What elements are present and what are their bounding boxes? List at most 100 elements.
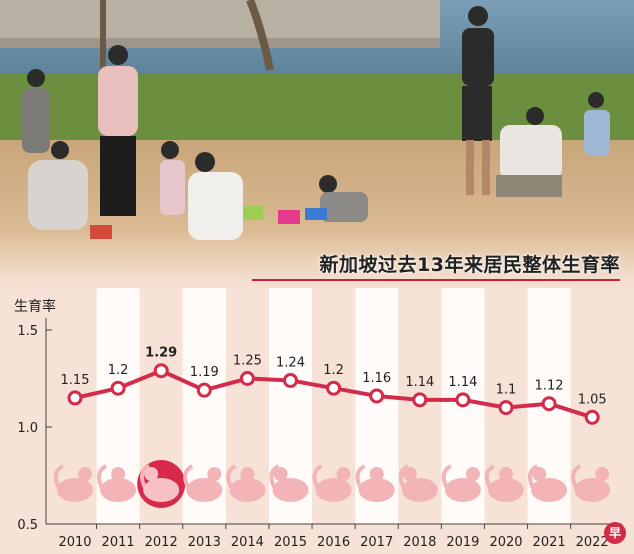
chart-svg: 1.5 1.0 0.5 1.15 1.2 1.29 1.19 1.25 1.24 1.2 1.16 1… (17, 288, 622, 550)
data-label: 1.15 (61, 373, 90, 388)
data-label: 1.1 (496, 383, 517, 398)
data-point (412, 392, 428, 408)
data-point (584, 409, 600, 425)
data-label: 1.16 (362, 371, 391, 386)
y-axis-label: 生育率 (14, 299, 56, 315)
chart-title: 新加坡过去13年来居民整体生育率 (319, 254, 620, 276)
x-tick-label: 2017 (360, 535, 393, 550)
data-point (541, 396, 557, 412)
rooster-icon (355, 464, 395, 502)
snake-icon-body (186, 478, 223, 502)
x-tick-label: 2019 (446, 535, 479, 550)
dragon-icon-head (144, 467, 159, 481)
data-label: 1.24 (276, 355, 305, 370)
data-point (67, 390, 83, 406)
x-tick-label: 2021 (533, 535, 566, 550)
beach-photo (0, 0, 634, 290)
snake-icon (183, 464, 223, 502)
dog-icon-tail (398, 464, 409, 489)
rooster-icon-head (369, 467, 384, 481)
monkey-icon (312, 464, 352, 502)
pig-icon (441, 464, 481, 502)
y-tick-label: 0.5 (17, 518, 38, 533)
x-tick-label: 2010 (58, 535, 91, 550)
x-tick-label: 2013 (188, 535, 221, 550)
x-tick-label: 2022 (576, 535, 609, 550)
data-point (498, 400, 514, 416)
horse-icon-head (240, 467, 255, 481)
dragon-icon-body (143, 478, 180, 502)
data-label: 1.14 (448, 375, 477, 390)
rabbit-icon-tail (96, 464, 108, 489)
monkey-icon-tail (312, 464, 323, 489)
x-tick-label: 2014 (231, 535, 264, 550)
tiger-icon-head (595, 467, 610, 481)
snake-icon-tail (183, 464, 194, 489)
data-point (110, 380, 126, 396)
data-label: 1.25 (233, 354, 262, 369)
pig-icon-tail (441, 464, 452, 489)
data-label: 1.14 (405, 375, 434, 390)
pig-icon-body (444, 478, 481, 502)
horse-icon-tail (226, 464, 237, 489)
rooster-icon-body (358, 478, 395, 502)
data-label: 1.19 (190, 365, 219, 380)
tiger-icon-tail (571, 464, 582, 489)
data-point (196, 382, 212, 398)
rabbit-icon (96, 464, 137, 502)
tiger-icon-body (57, 478, 93, 502)
dragon-icon (137, 460, 186, 508)
title-underline (252, 279, 620, 281)
rat-icon (484, 464, 524, 502)
dog-icon (398, 464, 438, 502)
data-point (153, 363, 169, 379)
tiger-icon-body (574, 478, 611, 502)
monkey-icon-head (336, 467, 351, 481)
y-tick-label: 1.5 (17, 324, 38, 339)
x-tick-label: 2011 (102, 535, 135, 550)
x-tick-label: 2016 (317, 535, 350, 550)
data-point (283, 372, 298, 388)
ox-icon-tail (527, 464, 539, 489)
data-point (455, 392, 471, 408)
x-tick-label: 2020 (489, 535, 522, 550)
horse-icon-body (229, 478, 266, 502)
rat-icon-tail (484, 464, 496, 489)
data-label: 1.2 (108, 363, 129, 378)
rabbit-icon-head (111, 467, 126, 481)
tiger-icon-tail (53, 464, 65, 489)
x-tick-label: 2012 (145, 535, 178, 550)
data-label: 1.05 (578, 392, 607, 407)
goat-icon-head (273, 467, 288, 481)
rabbit-icon-body (100, 478, 137, 502)
tiger-icon (571, 464, 611, 502)
chart-area: 1.5 1.0 0.5 1.15 1.2 1.29 1.19 1.25 1.24 1.2 1.16 1… (0, 288, 634, 554)
y-tick-label: 1.0 (17, 421, 38, 436)
x-tick-label: 2018 (403, 535, 436, 550)
data-point (369, 388, 385, 404)
rooster-icon-tail (355, 464, 366, 489)
ox-icon (527, 464, 568, 502)
publisher-badge: 早 (604, 522, 626, 544)
goat-icon-tail (269, 464, 280, 489)
data-point (326, 380, 342, 396)
pig-icon-head (465, 467, 480, 481)
ox-icon-body (531, 478, 568, 502)
data-point (239, 371, 255, 386)
horse-icon (226, 464, 266, 502)
goat-icon (269, 464, 309, 502)
ox-icon-head (532, 467, 547, 481)
data-label: 1.2 (323, 363, 344, 378)
dog-icon-head (402, 467, 417, 481)
dragon-icon-tail (140, 464, 151, 489)
data-label: 1.12 (535, 379, 564, 394)
tiger-icon-head (78, 467, 92, 481)
rat-icon-body (488, 478, 524, 502)
tiger-icon (53, 464, 93, 502)
dog-icon-body (401, 478, 438, 502)
x-tick-label: 2015 (274, 535, 307, 550)
rat-icon-head (499, 467, 513, 481)
snake-icon-head (207, 467, 222, 481)
data-label: 1.29 (145, 346, 177, 361)
